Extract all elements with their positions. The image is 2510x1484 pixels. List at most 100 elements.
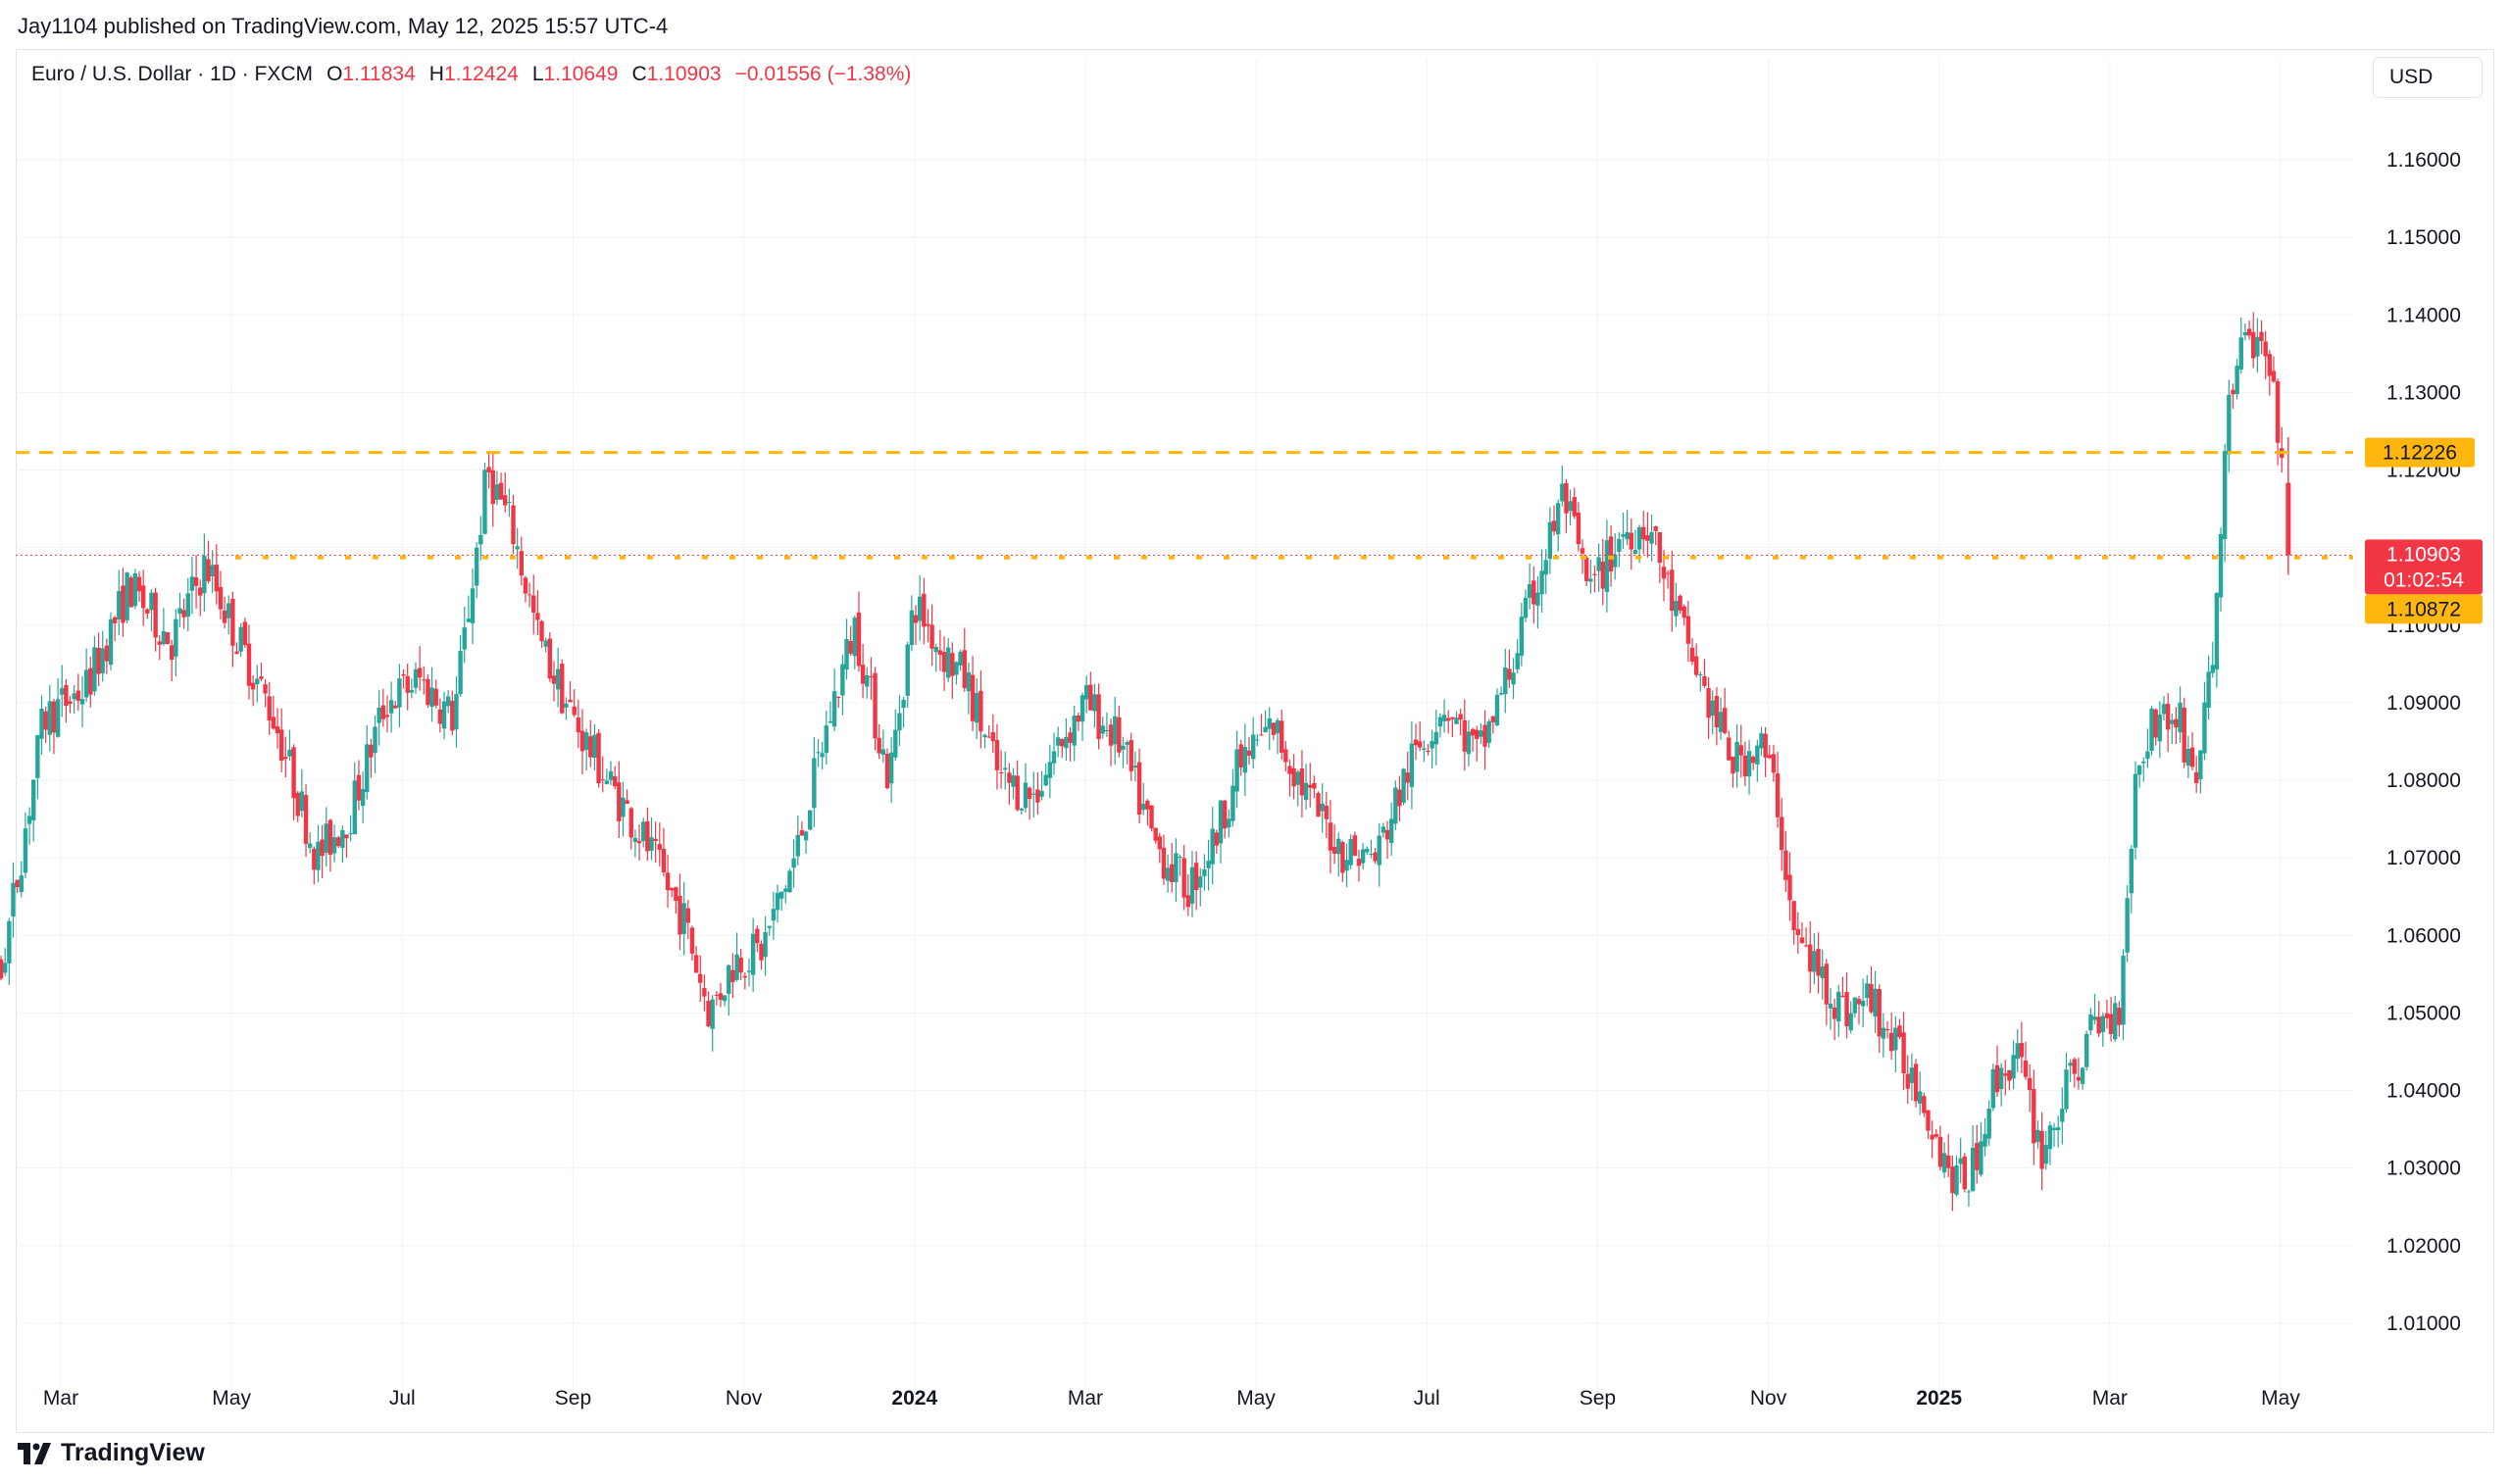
price-tick-label: 1.07000 xyxy=(2386,847,2461,869)
candle-body xyxy=(259,676,264,679)
candle-body xyxy=(331,837,337,854)
candle-body xyxy=(1519,617,1525,657)
candle-body xyxy=(1417,741,1423,748)
candle-body xyxy=(320,839,325,857)
candle-body xyxy=(2271,371,2277,382)
candle-body xyxy=(1645,535,1650,541)
candle-body xyxy=(356,774,362,801)
candle-body xyxy=(1869,984,1874,1013)
candle-body xyxy=(917,596,923,621)
candle-body xyxy=(121,585,126,623)
candle-body xyxy=(1710,700,1715,717)
candle-body xyxy=(246,643,252,686)
candle-body xyxy=(1539,570,1544,595)
candle-body xyxy=(250,682,256,690)
countdown-text: 01:02:54 xyxy=(2384,569,2464,591)
candle-body xyxy=(1731,756,1735,774)
candle-body xyxy=(2170,719,2175,724)
candle-body xyxy=(1803,945,1809,947)
candle-body xyxy=(1653,525,1658,531)
candle-body xyxy=(193,577,199,586)
candle-body xyxy=(543,640,548,647)
candle-body xyxy=(1181,858,1186,898)
candle-body xyxy=(1255,739,1260,741)
candle-body xyxy=(1941,1153,1947,1173)
time-tick-label: Mar xyxy=(1068,1387,1103,1410)
candle-body xyxy=(1922,1096,1927,1113)
candle-body xyxy=(1202,868,1207,876)
candle-body xyxy=(417,668,423,678)
candle-body xyxy=(937,650,943,656)
candle-body xyxy=(523,577,528,594)
candle-body xyxy=(2019,1043,2025,1058)
candle-body xyxy=(2198,750,2203,780)
last-price-text: 1.10903 xyxy=(2386,543,2461,566)
candle-body xyxy=(742,975,748,978)
candle-body xyxy=(1145,800,1150,810)
candle-body xyxy=(185,593,190,617)
candle-body xyxy=(1214,832,1220,846)
candle-body xyxy=(1689,647,1695,663)
candle-body xyxy=(1055,737,1061,746)
candle-body xyxy=(1527,583,1532,598)
candle-body xyxy=(494,484,500,501)
candle-body xyxy=(2068,1063,2073,1066)
candle-body xyxy=(1555,503,1561,535)
candle-body xyxy=(1617,538,1622,552)
candle-body xyxy=(226,603,231,618)
candle-body xyxy=(340,829,345,848)
candle-body xyxy=(68,701,73,704)
candle-body xyxy=(1373,852,1378,862)
time-tick-label: Jul xyxy=(389,1387,416,1410)
candle-body xyxy=(1011,774,1016,787)
candle-body xyxy=(2039,1130,2044,1169)
candle-body xyxy=(693,955,699,973)
candle-body xyxy=(628,808,633,838)
candle-body xyxy=(267,696,272,721)
candle-body xyxy=(55,699,61,737)
candle-body xyxy=(1352,835,1358,856)
candle-body xyxy=(539,620,544,642)
candle-body xyxy=(1267,717,1272,729)
candle-body xyxy=(445,696,451,707)
candle-body xyxy=(1401,768,1406,803)
time-tick-label: Mar xyxy=(2092,1387,2128,1410)
candle-body xyxy=(92,647,97,692)
candle-body xyxy=(316,841,321,870)
currency-button[interactable]: USD xyxy=(2373,57,2483,98)
candle-body xyxy=(2157,714,2163,742)
candle-body xyxy=(1246,750,1252,756)
candle-body xyxy=(1051,751,1057,764)
candle-body xyxy=(422,679,427,681)
time-tick-label: Nov xyxy=(726,1387,763,1410)
candle-body xyxy=(145,609,150,614)
candle-body xyxy=(437,709,443,724)
candle-body xyxy=(1027,787,1032,799)
candle-body xyxy=(958,651,963,666)
candle-body xyxy=(1860,1000,1866,1007)
candle-body xyxy=(954,662,959,675)
candle-body xyxy=(11,882,16,917)
candle-body xyxy=(2133,773,2138,848)
candle-body xyxy=(1905,1073,1910,1089)
candle-body xyxy=(1153,827,1158,841)
candle-body xyxy=(1742,755,1748,777)
candle-body xyxy=(2121,956,2126,1025)
candle-body xyxy=(64,684,69,706)
candle-body xyxy=(636,840,642,844)
tradingview-brand[interactable]: TradingView xyxy=(18,1439,205,1467)
candle-body xyxy=(1503,668,1508,695)
candle-body xyxy=(852,618,858,657)
candle-body xyxy=(1161,847,1167,879)
candle-body xyxy=(1422,748,1427,751)
price-axis: 1.01000 1.02000 1.03000 1.04000 1.05000 1.060… xyxy=(2386,149,2461,1335)
candle-body xyxy=(2047,1125,2053,1150)
candle-body xyxy=(2182,707,2186,763)
last-price-label xyxy=(2365,539,2483,595)
symbol-name[interactable]: Euro / U.S. Dollar · 1D · FXCM xyxy=(31,63,314,85)
candle-body xyxy=(1507,668,1512,680)
candle-body xyxy=(136,576,142,592)
candle-body xyxy=(1966,1191,1972,1193)
candle-body xyxy=(608,770,614,780)
